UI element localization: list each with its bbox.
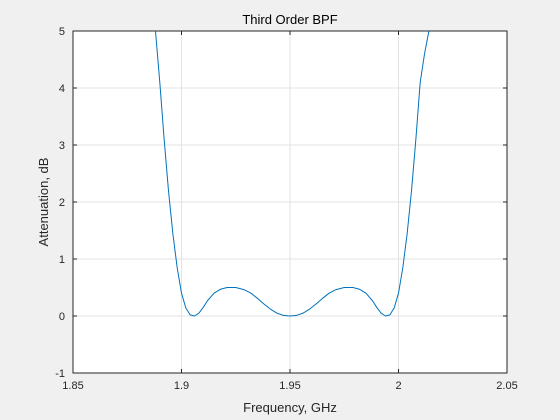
grid-lines (72, 30, 508, 374)
y-tick-label: -1 (55, 368, 65, 380)
y-tick-label: 3 (59, 140, 65, 152)
y-tick-label: 1 (59, 254, 65, 266)
axes-box (72, 30, 508, 374)
x-tick-label: 1.85 (62, 380, 83, 392)
series-layer (154, 30, 430, 317)
x-tick-label: 1.9 (174, 380, 189, 392)
series-line (154, 30, 430, 317)
y-tick-label: 2 (59, 197, 65, 209)
y-tick-label: 0 (59, 311, 65, 323)
x-tick-label: 2.05 (496, 380, 517, 392)
y-tick-label: 4 (59, 83, 65, 95)
x-axis-label: Frequency, GHz (243, 400, 337, 415)
y-axis-label: Attenuation, dB (36, 158, 51, 247)
y-tick-label: 5 (59, 26, 65, 38)
axis-ticks: 1.85 1.9 1.95 2 2.05 -1 0 1 2 3 4 5 (55, 26, 517, 392)
chart-title: Third Order BPF (242, 12, 337, 27)
x-tick-label: 2 (395, 380, 401, 392)
x-tick-label: 1.95 (279, 380, 300, 392)
